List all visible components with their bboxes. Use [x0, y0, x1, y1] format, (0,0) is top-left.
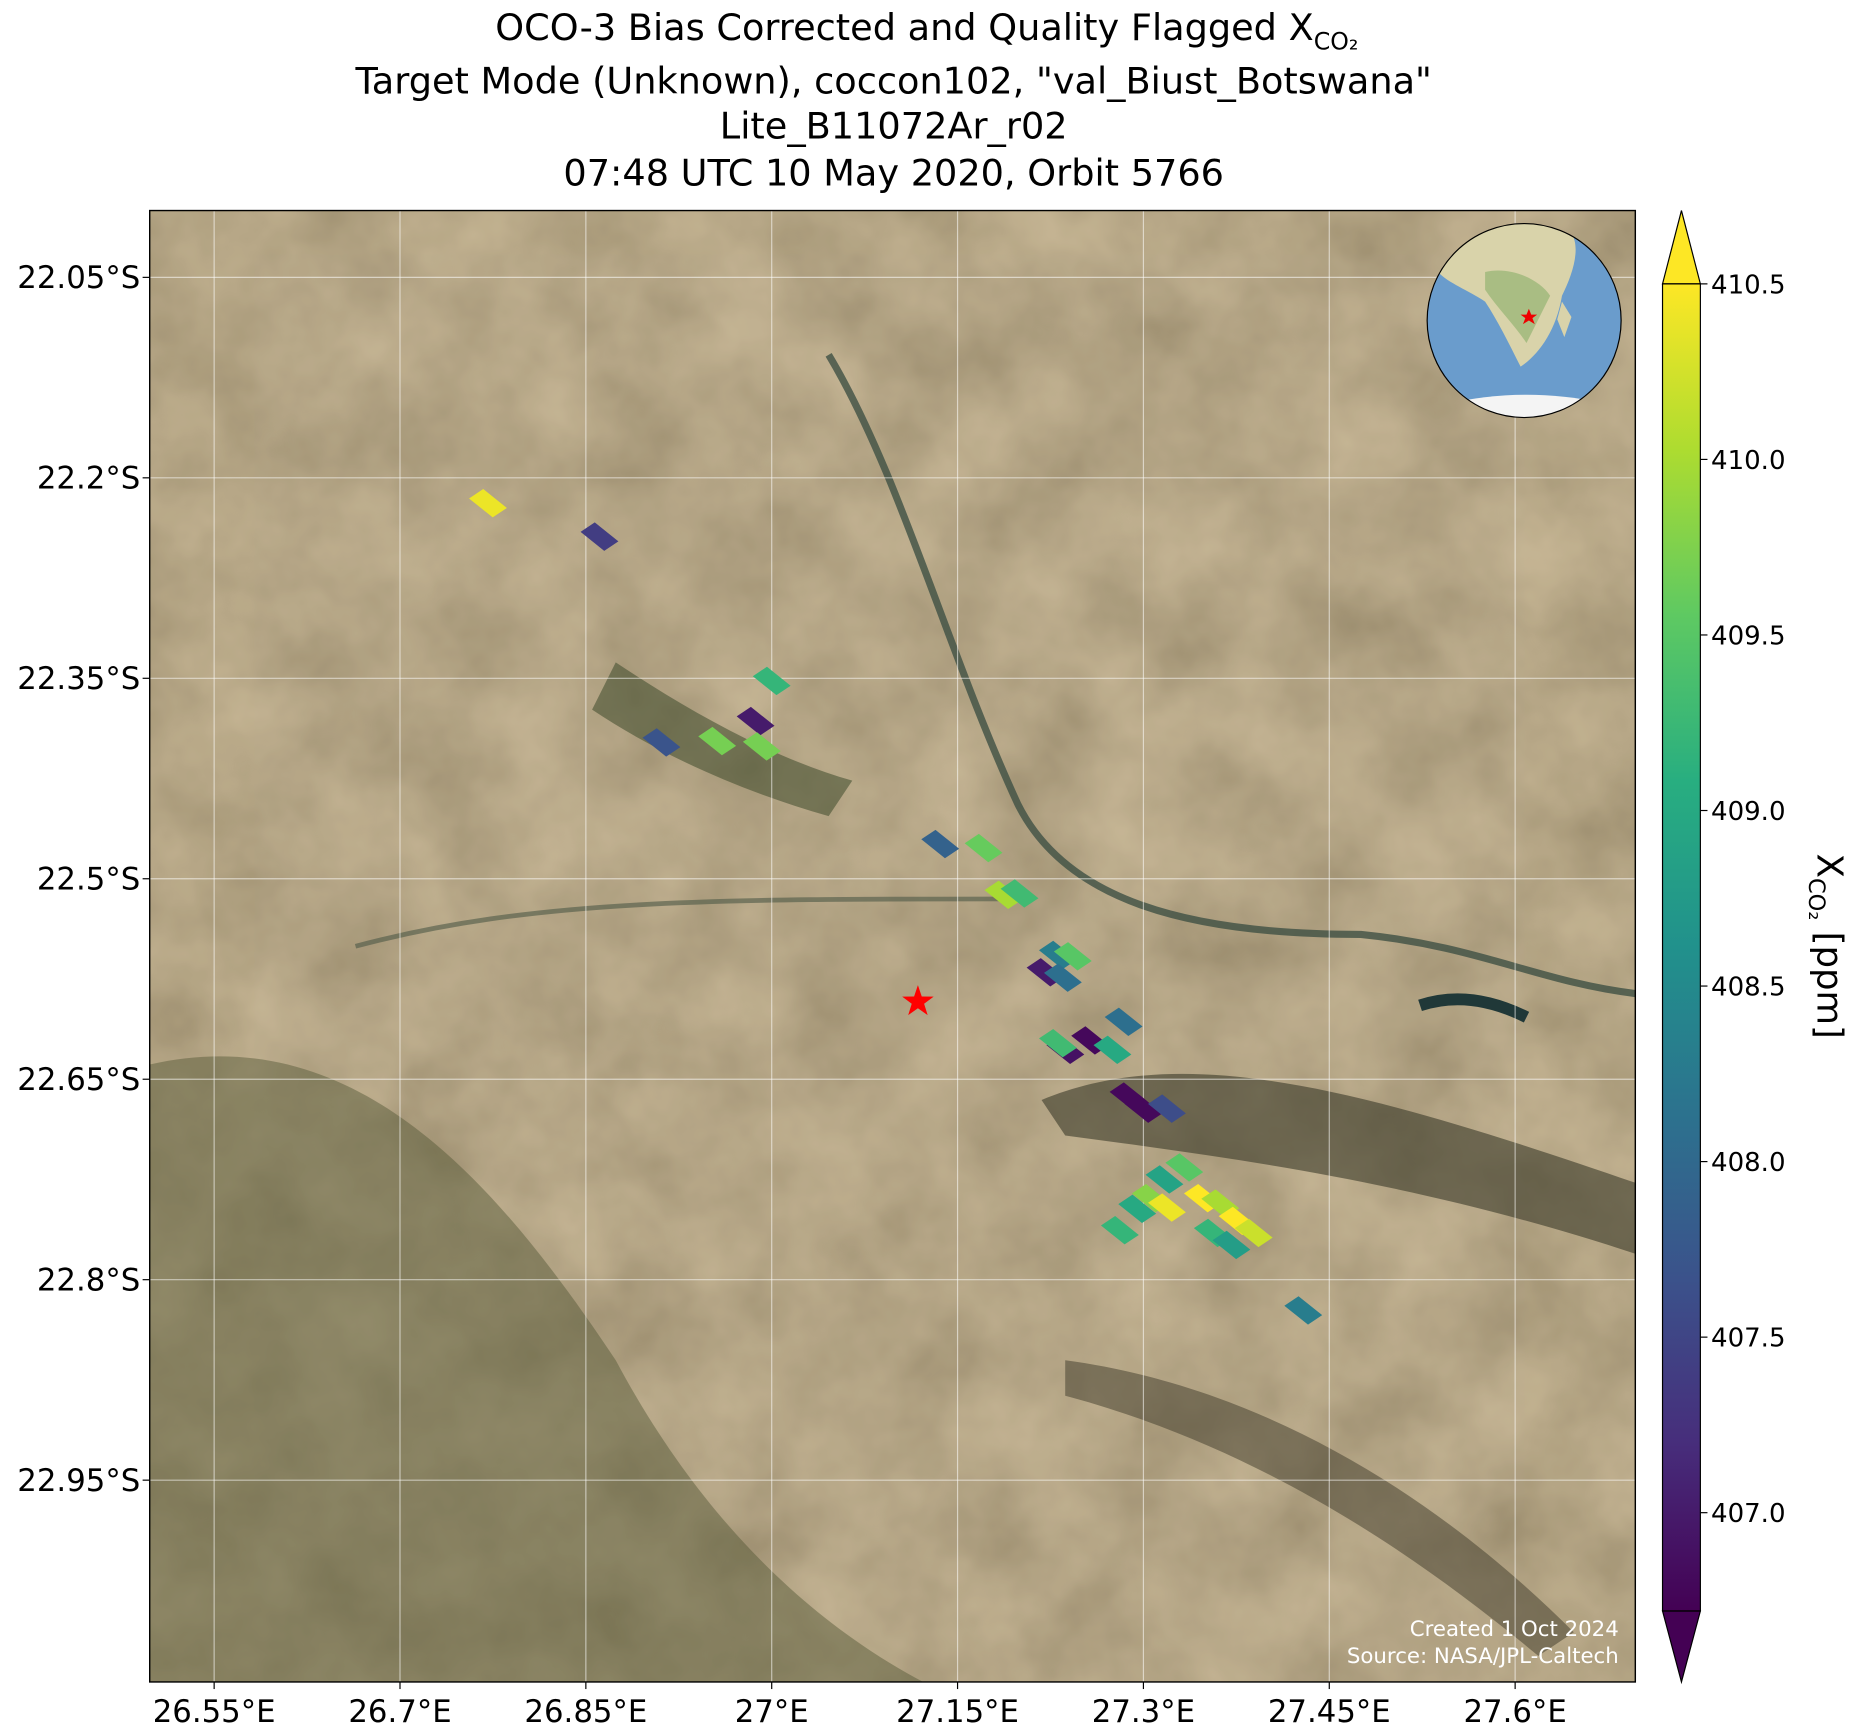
chart-title: OCO-3 Bias Corrected and Quality Flagged… — [495, 6, 1358, 55]
x-tick-label: 27.3°E — [1092, 1694, 1195, 1730]
colorbar-extend-bottom — [1661, 1610, 1702, 1685]
plot-frame — [149, 209, 1637, 1683]
footprint — [580, 522, 619, 551]
x-tick-label: 26.85°E — [524, 1694, 647, 1730]
y-tick-label: 22.8°S — [37, 1262, 140, 1298]
footprint — [1118, 1194, 1157, 1224]
colorbar-subscript: CO₂ — [1803, 878, 1829, 920]
x-tick-label: 26.55°E — [153, 1694, 276, 1730]
footprint — [752, 666, 791, 696]
colorbar-label: XCO₂ [ppm] — [1803, 854, 1849, 1039]
colorbar-tick-label: 407.0 — [1711, 1499, 1785, 1529]
colorbar: 407.0 407.5 408.0 408.5 409.0 409.5 410.0 410.5 — [1661, 210, 1786, 1685]
footprint — [1104, 1007, 1143, 1036]
footprint — [1124, 1094, 1163, 1123]
colorbar-symbol: X — [1808, 854, 1849, 878]
annotation: Source: NASA/JPL-Caltech — [1347, 1644, 1619, 1669]
colorbar-body — [1662, 283, 1701, 1611]
colorbar-tick-label: 410.0 — [1711, 446, 1785, 476]
footprint — [1100, 1216, 1139, 1245]
subtitle: Target Mode (Unknown), coccon102, "val_B… — [354, 59, 1431, 102]
inset-globe — [1426, 222, 1622, 419]
colorbar-extend-top — [1661, 210, 1702, 285]
subtitle: 07:48 UTC 10 May 2020, Orbit 5766 — [563, 152, 1224, 195]
footprint — [1284, 1296, 1323, 1325]
annotation: Created 1 Oct 2024 — [1410, 1617, 1619, 1642]
grid — [149, 210, 1636, 1682]
footprint — [642, 728, 681, 757]
footprint — [1148, 1094, 1186, 1123]
footprint — [1148, 1193, 1186, 1222]
y-tick-label: 22.5°S — [37, 861, 140, 897]
colorbar-tick-label: 409.0 — [1711, 797, 1785, 827]
colorbar-tick-label: 408.5 — [1711, 973, 1785, 1003]
x-tick-label: 26.7°E — [348, 1694, 451, 1730]
footprint — [964, 833, 1003, 863]
y-tick-label: 22.65°S — [17, 1062, 140, 1098]
footprint — [1039, 1028, 1077, 1058]
y-tick-label: 22.05°S — [17, 260, 140, 296]
y-tick-label: 22.35°S — [17, 661, 140, 697]
x-tick-label: 27.6°E — [1463, 1694, 1566, 1730]
footprint — [469, 489, 507, 518]
footprint — [1145, 1165, 1184, 1194]
footprint — [1212, 1230, 1251, 1260]
footprint — [1165, 1153, 1204, 1182]
y-tick-label: 22.2°S — [37, 460, 140, 496]
title-text: OCO-3 Bias Corrected and Quality Flagged… — [495, 6, 1313, 49]
basemap — [149, 210, 1636, 1682]
subtitle: Lite_B11072Ar_r02 — [720, 104, 1068, 147]
footprint — [698, 726, 737, 756]
footprint — [921, 829, 960, 859]
footprint — [1043, 963, 1082, 992]
footprint — [1053, 942, 1092, 971]
colorbar-tick-label: 410.5 — [1711, 270, 1785, 300]
footprint — [1234, 1218, 1273, 1248]
title-subscript: CO₂ — [1314, 28, 1359, 56]
colorbar-tick-label: 407.5 — [1711, 1324, 1785, 1354]
colorbar-frame — [1661, 283, 1701, 1612]
footprint — [1093, 1035, 1132, 1065]
footprint — [1000, 879, 1039, 908]
colorbar-tick-label: 408.0 — [1711, 1148, 1785, 1178]
footprint — [736, 706, 775, 736]
target-marker — [902, 985, 934, 1016]
x-tick-label: 27.15°E — [896, 1694, 1019, 1730]
footprint — [984, 880, 1023, 909]
colorbar-tick-label: 409.5 — [1711, 621, 1785, 651]
x-tick-label: 27.45°E — [1268, 1694, 1391, 1730]
y-tick-label: 22.95°S — [17, 1463, 140, 1499]
colorbar-unit: [ppm] — [1808, 920, 1849, 1039]
x-tick-label: 27°E — [735, 1694, 809, 1730]
footprints — [469, 489, 1323, 1325]
footprint — [742, 732, 781, 761]
